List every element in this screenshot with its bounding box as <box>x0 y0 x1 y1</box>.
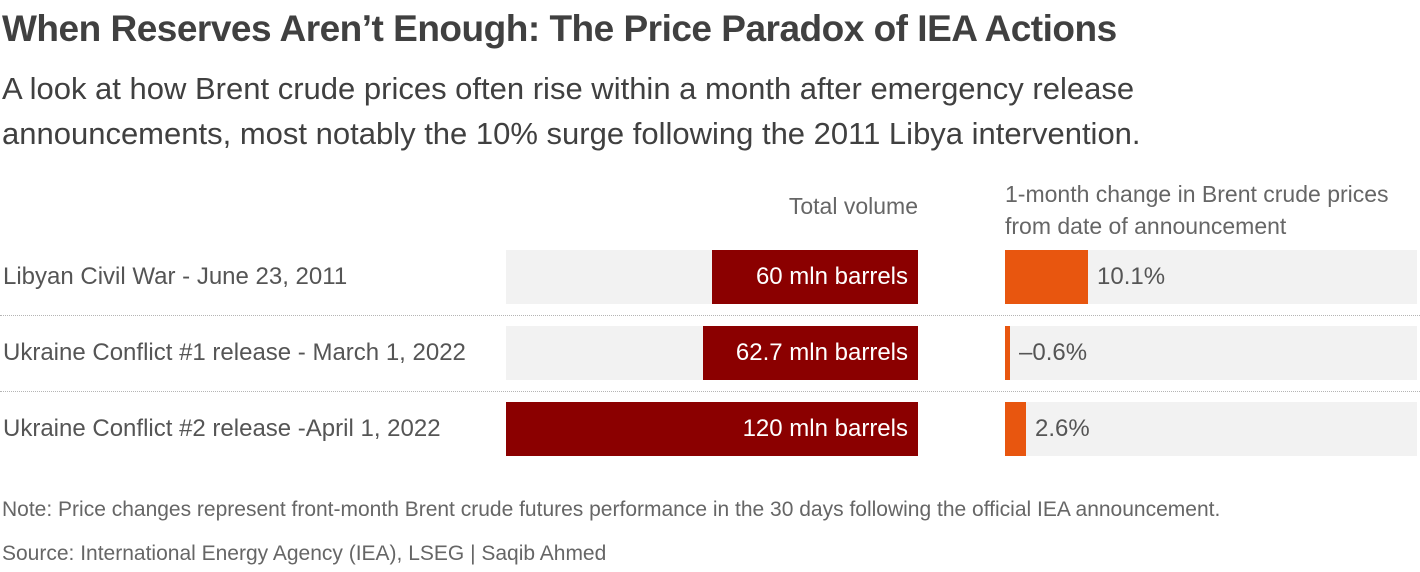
row-separator <box>0 391 1420 392</box>
volume-bar-track: 62.7 mln barrels <box>506 326 918 380</box>
chart-note: Note: Price changes represent front-mont… <box>2 498 1221 521</box>
chart-row: Libyan Civil War - June 23, 2011 60 mln b… <box>0 250 1420 326</box>
change-value-label: –0.6% <box>1019 339 1088 366</box>
row-category-label: Ukraine Conflict #1 release - March 1, 2… <box>3 339 466 366</box>
change-bar <box>1005 402 1026 456</box>
change-bar-track: –0.6% <box>1005 326 1417 380</box>
chart-title: When Reserves Aren’t Enough: The Price P… <box>2 8 1117 49</box>
volume-bar-track: 60 mln barrels <box>506 250 918 304</box>
row-category-label: Libyan Civil War - June 23, 2011 <box>3 263 348 290</box>
change-bar <box>1005 250 1088 304</box>
chart-subtitle: A look at how Brent crude prices often r… <box>2 71 1141 151</box>
change-value-label: 10.1% <box>1097 263 1166 290</box>
volume-bar <box>712 250 918 304</box>
change-bar <box>1005 326 1010 380</box>
volume-column-header: Total volume <box>788 193 918 219</box>
volume-bar <box>506 402 918 456</box>
volume-value-label: 120 mln barrels <box>742 415 908 442</box>
change-bar-track: 10.1% <box>1005 250 1417 304</box>
chart-row: Ukraine Conflict #2 release -April 1, 20… <box>0 402 1420 478</box>
change-value-label: 2.6% <box>1035 415 1090 442</box>
volume-bar-track: 120 mln barrels <box>506 402 918 456</box>
change-column-header: 1-month change in Brent crude prices fro… <box>1005 181 1389 239</box>
row-category-label: Ukraine Conflict #2 release -April 1, 20… <box>3 415 441 442</box>
row-separator <box>0 315 1420 316</box>
chart-source: Source: International Energy Agency (IEA… <box>2 542 607 565</box>
change-bar-track: 2.6% <box>1005 402 1417 456</box>
volume-value-label: 62.7 mln barrels <box>735 339 908 366</box>
volume-bar <box>703 326 918 380</box>
volume-value-label: 60 mln barrels <box>755 263 908 290</box>
chart-row: Ukraine Conflict #1 release - March 1, 2… <box>0 326 1420 402</box>
